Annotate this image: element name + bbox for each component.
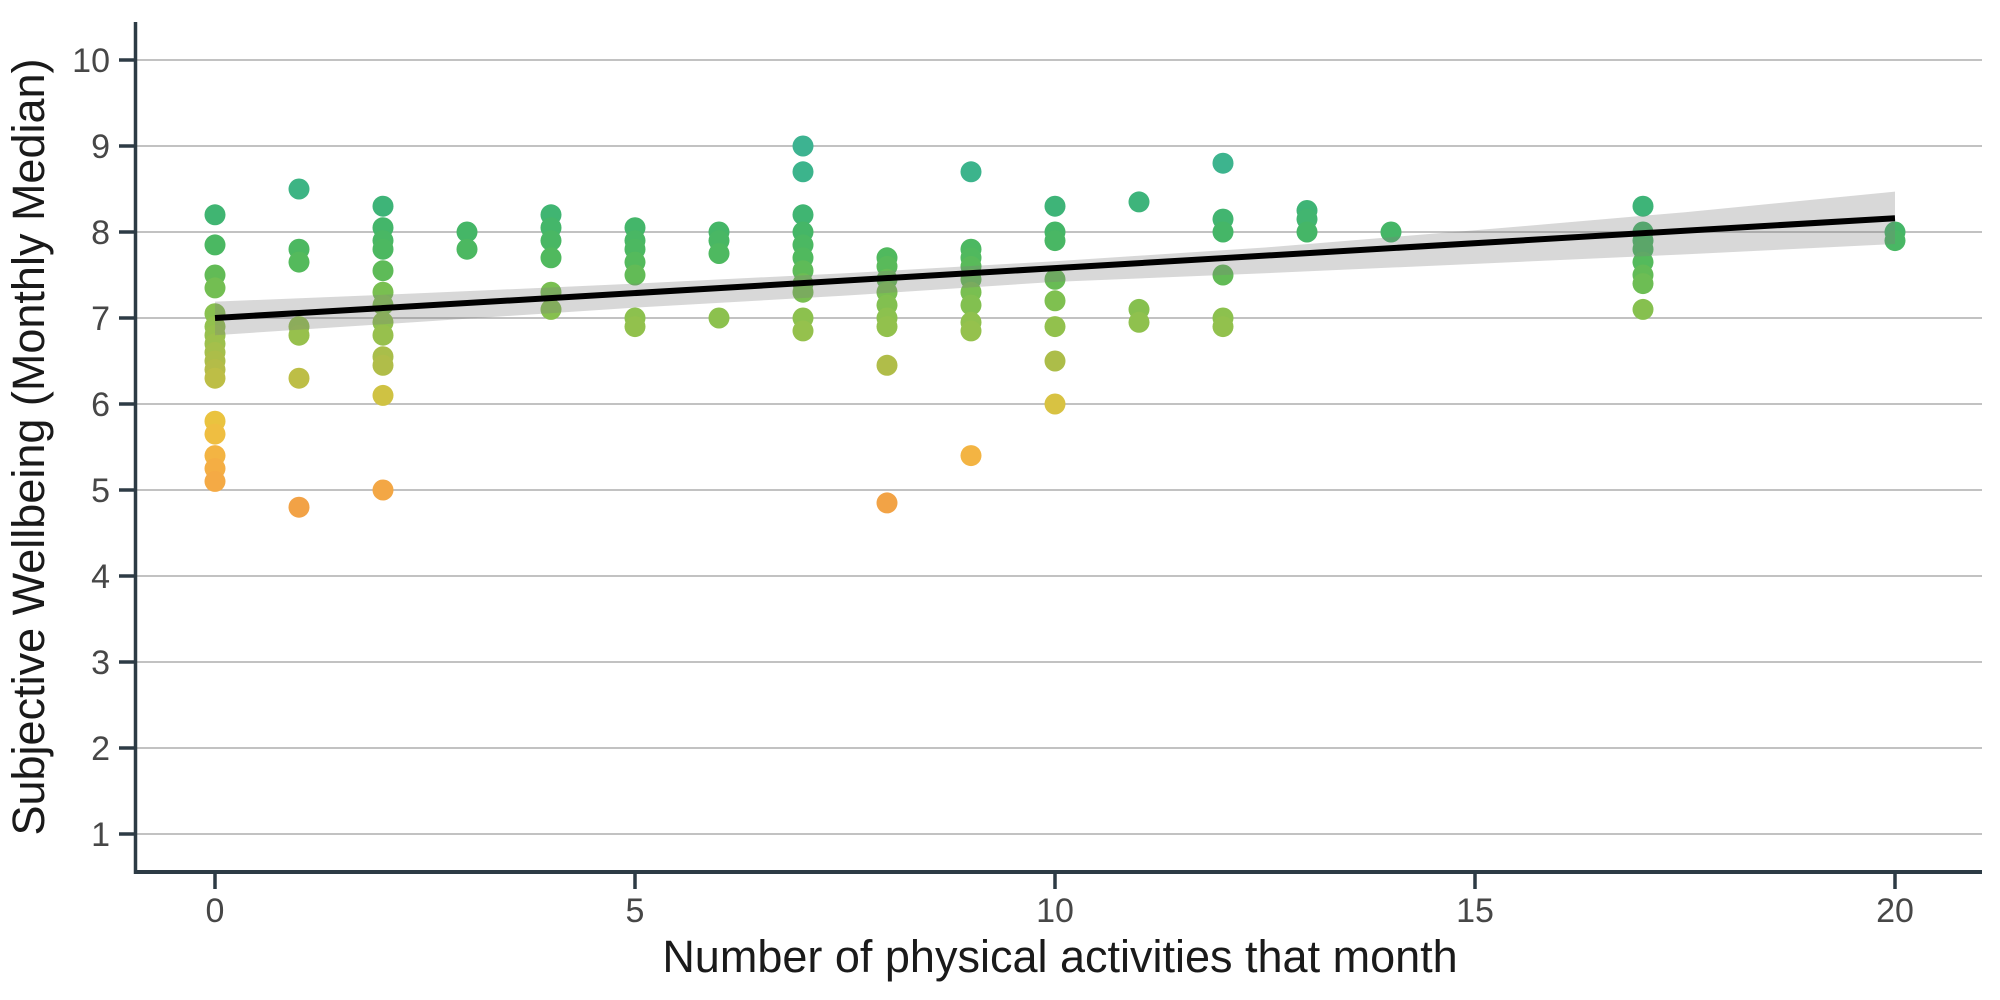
data-point [288, 367, 310, 389]
y-axis-title: Subjective Wellbeing (Monthly Median) [3, 58, 54, 835]
y-tick-label: 4 [91, 558, 110, 596]
data-point [1296, 221, 1318, 243]
data-point [1884, 230, 1906, 252]
x-axis-title: Number of physical activities that month [662, 931, 1457, 982]
data-point [792, 320, 814, 342]
data-point [1044, 350, 1066, 372]
data-point [1128, 311, 1150, 333]
data-point [624, 316, 646, 338]
data-point [876, 316, 898, 338]
data-point [1212, 264, 1234, 286]
data-point [708, 307, 730, 329]
data-point [288, 251, 310, 273]
regression-line [214, 215, 1896, 321]
data-point [1044, 290, 1066, 312]
data-point [1044, 316, 1066, 338]
data-point [204, 234, 226, 256]
data-point [1044, 268, 1066, 290]
data-point [792, 281, 814, 303]
data-point [288, 324, 310, 346]
data-point [288, 178, 310, 200]
data-point [960, 161, 982, 183]
data-point [204, 367, 226, 389]
data-point [1128, 191, 1150, 213]
data-point [1632, 273, 1654, 295]
data-point [372, 195, 394, 217]
data-point [960, 294, 982, 316]
data-point [1044, 393, 1066, 415]
data-point [876, 354, 898, 376]
data-point [1632, 298, 1654, 320]
gridlines [137, 59, 1982, 835]
data-point [456, 238, 478, 260]
x-tick-label: 15 [1456, 892, 1494, 930]
x-tick-label: 0 [206, 892, 225, 930]
data-point [708, 243, 730, 264]
y-tick-label: 6 [91, 386, 110, 424]
data-point [1632, 195, 1654, 217]
data-point [624, 264, 646, 286]
data-point [540, 298, 562, 320]
x-tick-label: 5 [626, 892, 645, 930]
data-points [204, 135, 1906, 518]
data-point [876, 492, 898, 514]
data-point [1212, 221, 1234, 243]
data-point [1044, 195, 1066, 217]
tick-marks [119, 58, 1897, 889]
data-point [204, 423, 226, 445]
axis-lines [133, 22, 1982, 874]
data-point [372, 354, 394, 376]
data-point [204, 277, 226, 299]
data-point [1212, 152, 1234, 174]
data-point [372, 260, 394, 282]
data-point [372, 324, 394, 346]
confidence-band [215, 191, 1895, 336]
y-tick-label: 7 [91, 300, 110, 338]
data-point [1044, 230, 1066, 252]
x-tick-label: 10 [1036, 892, 1074, 930]
data-point [792, 135, 814, 157]
tick-labels: 1 2 3 4 5 6 7 8 9 10 0 5 10 15 20 [72, 42, 1914, 930]
data-point [372, 479, 394, 501]
data-point [540, 230, 562, 252]
y-tick-label: 3 [91, 644, 110, 682]
y-tick-label: 2 [91, 730, 110, 768]
data-point [960, 445, 982, 467]
y-tick-label: 8 [91, 214, 110, 252]
data-point [1380, 221, 1402, 243]
data-point [288, 496, 310, 518]
data-point [204, 204, 226, 226]
data-point [792, 161, 814, 183]
y-tick-label: 10 [72, 42, 110, 80]
data-point [372, 238, 394, 260]
y-tick-label: 1 [91, 816, 110, 854]
data-point [456, 221, 478, 243]
data-point [792, 204, 814, 226]
data-point [960, 320, 982, 342]
data-point [1212, 316, 1234, 338]
x-tick-label: 20 [1876, 892, 1914, 930]
y-tick-label: 5 [91, 472, 110, 510]
y-tick-label: 9 [91, 128, 110, 166]
data-point [204, 470, 226, 492]
data-point [372, 384, 394, 406]
data-point [540, 247, 562, 269]
